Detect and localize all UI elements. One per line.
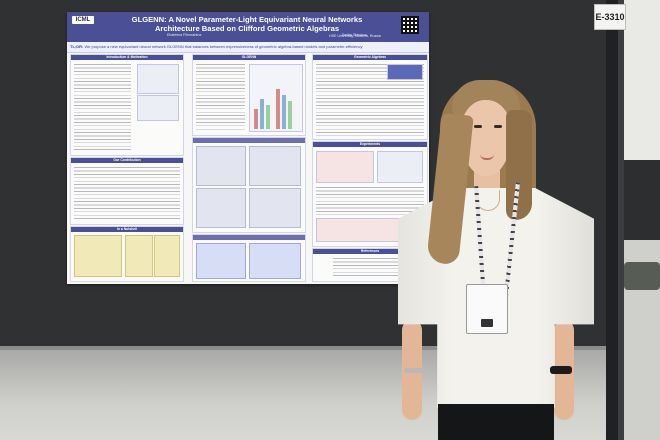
adjacent-board [624, 160, 660, 240]
smartwatch [550, 366, 572, 374]
presenter [388, 70, 608, 440]
poster-section [192, 137, 306, 233]
figure [387, 64, 423, 80]
author-name: Ekaterina Filimoshina [167, 33, 202, 37]
poster-affiliation: HSE University, Moscow, Russia [329, 34, 381, 38]
section-heading: Geometric Algebras [313, 55, 427, 60]
poster-section: Geometric Algebras [312, 54, 428, 140]
poster-column: GLGENN [192, 54, 306, 282]
bag-on-floor [624, 262, 660, 290]
figure [249, 64, 303, 132]
math-box [249, 188, 301, 228]
section-heading: Our Contribution [71, 158, 183, 163]
figure [137, 95, 179, 121]
highlight-box [154, 235, 180, 277]
section-heading: References [313, 249, 427, 254]
section-text [74, 166, 180, 221]
tldr-label: TL;DR: [70, 44, 84, 49]
eye [494, 125, 502, 128]
highlight-box [125, 235, 153, 277]
section-heading: Introduction & Motivation [71, 55, 183, 60]
conference-badge [466, 284, 508, 334]
poster-section: Introduction & Motivation [70, 54, 184, 156]
qr-code-icon [401, 16, 419, 34]
poster-header: ICML GLGENN: A Novel Parameter-Light Equ… [67, 12, 429, 42]
section-text [316, 186, 424, 216]
section-heading: GLGENN [193, 55, 305, 60]
bracelet [404, 368, 426, 373]
math-box [249, 146, 301, 186]
section-heading [193, 138, 305, 143]
black-pants [438, 404, 554, 440]
math-box [196, 146, 246, 186]
section-text [196, 63, 245, 132]
poster-section: GLGENN [192, 54, 306, 136]
figure [137, 64, 179, 94]
section-text [74, 63, 131, 152]
hair-lock [506, 110, 532, 220]
section-heading: Experiments [313, 142, 427, 147]
board-pole-edge [618, 0, 624, 440]
math-box [249, 243, 301, 279]
badge-logo-icon [481, 319, 493, 327]
booth-number-tag: E-3310 [594, 4, 626, 30]
poster-section [192, 234, 306, 282]
board-pole [606, 0, 620, 440]
results-table [316, 151, 374, 183]
figure [377, 151, 423, 183]
section-heading: In a Nutshell [71, 227, 183, 232]
eye [474, 125, 482, 128]
poster-column: Geometric Algebras Experiments Reference… [312, 54, 428, 282]
poster-section: Our Contribution [70, 157, 184, 225]
section-heading [193, 235, 305, 240]
tldr-text: We propose a new equivariant neural netw… [84, 44, 363, 49]
math-box [196, 188, 246, 228]
poster-section: Experiments [312, 141, 428, 247]
poster-title: GLGENN: A Novel Parameter-Light Equivari… [131, 15, 363, 33]
poster-authors: Ekaterina Filimoshina Dmitry Shirokov [167, 33, 367, 37]
author-name: Dmitry Shirokov [341, 33, 367, 37]
highlight-box [74, 235, 122, 277]
poster-section: In a Nutshell [70, 226, 184, 282]
poster-tldr: TL;DR: We propose a new equivariant neur… [67, 42, 429, 53]
conference-logo: ICML [72, 16, 94, 24]
author: Ekaterina Filimoshina [167, 33, 201, 37]
math-box [196, 243, 246, 279]
research-poster: ICML GLGENN: A Novel Parameter-Light Equ… [67, 12, 429, 284]
author: Dmitry Shirokov [342, 33, 367, 37]
poster-column: Introduction & Motivation Our Contributi… [70, 54, 184, 282]
smile [480, 154, 494, 160]
